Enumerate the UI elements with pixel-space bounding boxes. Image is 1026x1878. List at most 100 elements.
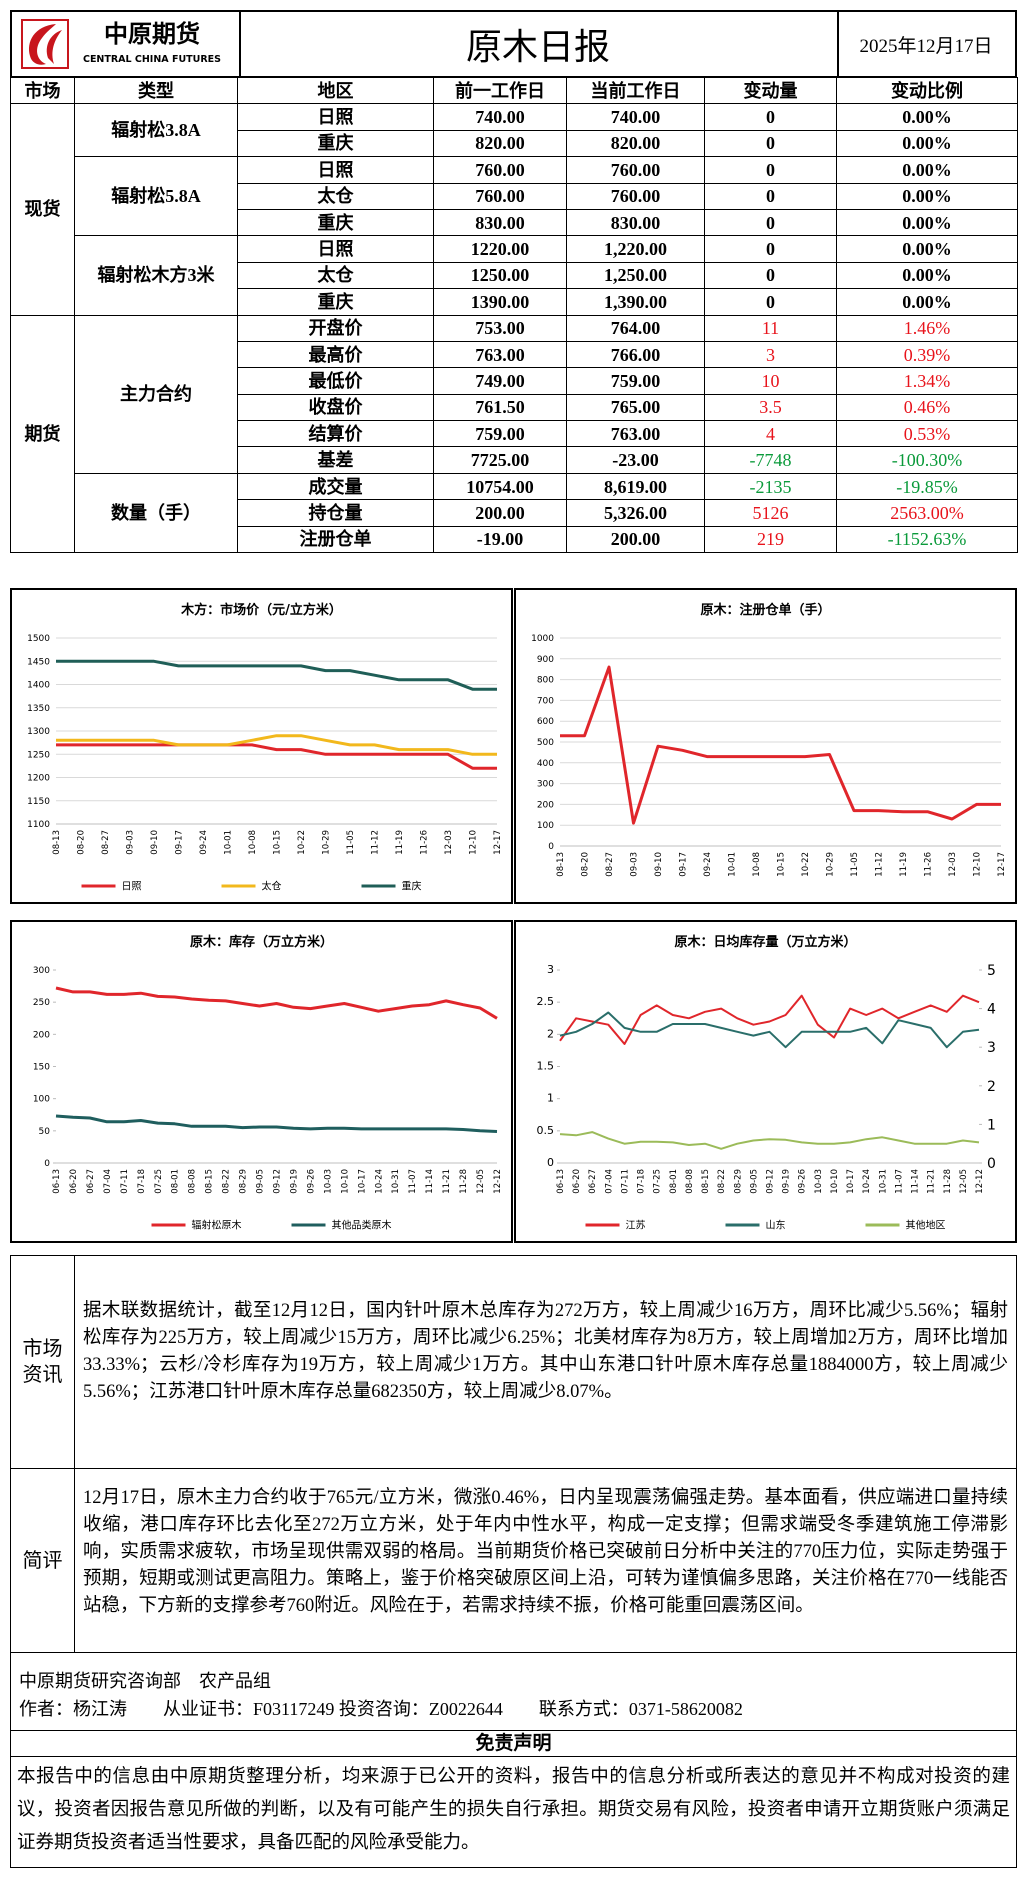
x-tick-label: 08-13 <box>52 830 62 855</box>
value-cell: 0.00% <box>836 208 1018 237</box>
logo-en: CENTRAL CHINA FUTURES <box>83 54 221 65</box>
x-tick-label: 08-13 <box>556 852 566 877</box>
legend-label: 太仓 <box>262 880 282 893</box>
market-info: 市场资讯 据木联数据统计，截至12月12日，国内针叶原木总库存为272万方，较上… <box>10 1255 1017 1469</box>
x-tick-label: 10-31 <box>878 1169 888 1194</box>
section-text: 据木联数据统计，截至12月12日，国内针叶原木总库存为272万方，较上周减少16… <box>83 1301 1008 1402</box>
disclaimer-title: 免责声明 <box>10 1730 1017 1757</box>
y2-tick-label: 0 <box>987 1156 996 1172</box>
y-tick-label: 900 <box>537 655 554 665</box>
region-cell: 持仓量 <box>237 499 434 527</box>
x-tick-label: 11-07 <box>408 1169 418 1194</box>
x-tick-label: 06-13 <box>52 1169 62 1194</box>
region-cell: 注册仓单 <box>237 525 434 554</box>
type-cell: 辐射松木方3米 <box>74 235 238 316</box>
series-line <box>559 1131 980 1150</box>
logo-cn: 中原期货 <box>104 19 200 48</box>
x-tick-label: 08-27 <box>605 852 615 877</box>
x-tick-label: 09-24 <box>199 830 209 855</box>
x-tick-label: 11-12 <box>371 830 381 855</box>
series-line <box>56 743 497 770</box>
y-tick-label: 150 <box>33 1063 50 1073</box>
y-tick-label: 1350 <box>27 704 50 714</box>
x-tick-label: 12-10 <box>469 830 479 855</box>
value-cell: 760.00 <box>566 156 705 184</box>
comment: 简评 12月17日，原木主力合约收于765元/立方米，微涨0.46%，日内呈现震… <box>10 1468 1017 1653</box>
x-tick-label: 09-17 <box>175 830 185 855</box>
value-cell: 11 <box>704 314 837 342</box>
y-tick-label: 1000 <box>531 634 554 644</box>
x-tick-label: 08-22 <box>222 1169 232 1194</box>
region-cell: 最低价 <box>237 367 434 395</box>
value-cell: 1,220.00 <box>566 235 705 263</box>
value-cell: 1220.00 <box>433 235 567 263</box>
chart-title: 原木：日均库存量（万立方米） <box>674 934 856 950</box>
section-label: 市场资讯 <box>22 1338 63 1386</box>
report-header: 中原期货 CENTRAL CHINA FUTURES 原木日报 2025年12月… <box>10 10 1017 78</box>
y-tick-label: 0 <box>548 842 554 852</box>
table-row: 期货 主力合约 开盘价 753.00 764.00 11 1.46% <box>10 314 1018 554</box>
value-cell: 8,619.00 <box>566 472 705 501</box>
x-tick-label: 07-04 <box>103 1169 113 1194</box>
value-cell: 10754.00 <box>433 472 567 501</box>
y-tick-label: 200 <box>537 800 554 810</box>
x-tick-label: 11-26 <box>924 852 934 877</box>
table-row: 辐射松木方3米 日照 1220.00 1,220.00 0 0.00% <box>11 235 1018 316</box>
value-cell: 820.00 <box>433 129 567 158</box>
table-row: 最高价 763.00 766.00 3 0.39% <box>11 340 1018 369</box>
x-tick-label: 10-29 <box>826 852 836 877</box>
y-tick-label: 1500 <box>27 634 50 644</box>
x-tick-label: 11-14 <box>911 1169 921 1194</box>
x-tick-label: 06-13 <box>556 1169 566 1194</box>
y-tick-label: 1200 <box>27 774 50 784</box>
y-tick-label: 100 <box>537 821 554 831</box>
series-line <box>55 1114 498 1133</box>
value-cell: 749.00 <box>433 367 567 395</box>
table-row: 现货 辐射松3.8A 日照 740.00 740.00 0 0.00% <box>10 103 1018 316</box>
value-cell: 830.00 <box>433 208 567 237</box>
x-tick-label: 12-03 <box>948 852 958 877</box>
value-cell: 200.00 <box>433 499 567 527</box>
x-tick-label: 09-26 <box>306 1169 316 1194</box>
y-tick-label: 1450 <box>27 657 50 667</box>
series-line <box>56 734 497 756</box>
region-cell: 最高价 <box>237 340 434 369</box>
y-tick-label: 100 <box>33 1095 50 1105</box>
table-row: 持仓量 200.00 5,326.00 5126 2563.00% <box>11 499 1018 527</box>
x-tick-label: 11-21 <box>442 1169 452 1194</box>
x-tick-label: 11-14 <box>425 1169 435 1194</box>
value-cell: 760.00 <box>433 182 567 210</box>
y-tick-label: 600 <box>537 717 554 727</box>
value-cell: 1,390.00 <box>566 288 705 316</box>
type-cell: 辐射松5.8A <box>74 156 238 237</box>
series-line <box>559 994 980 1045</box>
x-tick-label: 10-31 <box>391 1169 401 1194</box>
x-tick-label: 10-17 <box>357 1169 367 1194</box>
value-cell: 1250.00 <box>433 261 567 290</box>
disclaimer: 本报告中的信息由中原期货整理分析，均来源于已公开的资料，报告中的信息分析或所表达… <box>10 1756 1017 1868</box>
y-tick-label: 200 <box>33 1030 50 1040</box>
value-cell: -19.00 <box>433 525 567 554</box>
x-tick-label: 10-22 <box>297 830 307 855</box>
value-cell: 5126 <box>704 499 837 527</box>
y-tick-label: 1 <box>547 1092 554 1105</box>
x-tick-label: 11-07 <box>894 1169 904 1194</box>
disclaimer-text: 本报告中的信息由中原期货整理分析，均来源于已公开的资料，报告中的信息分析或所表达… <box>17 1767 1010 1853</box>
x-tick-label: 09-03 <box>126 830 136 855</box>
value-cell: 740.00 <box>433 103 567 131</box>
x-tick-label: 10-22 <box>801 852 811 877</box>
table-row: 基差 7725.00 -23.00 -7748 -100.30% <box>11 446 1018 474</box>
x-tick-label: 09-12 <box>766 1169 776 1194</box>
value-cell: 7725.00 <box>433 446 567 474</box>
x-tick-label: 10-24 <box>862 1169 872 1194</box>
y-tick-label: 1150 <box>27 797 50 807</box>
value-cell: 0 <box>704 103 837 131</box>
region-cell: 收盘价 <box>237 393 434 422</box>
legend-label: 其他地区 <box>906 1219 946 1232</box>
x-tick-label: 06-20 <box>572 1169 582 1194</box>
value-cell: -2135 <box>704 472 837 501</box>
column-header: 地区 <box>237 76 434 105</box>
chart-title: 原木：注册仓单（手） <box>700 602 830 618</box>
chart: 木方：市场价（元/立方米） 1100 1150 1200 1250 1300 1350 140… <box>27 602 503 893</box>
